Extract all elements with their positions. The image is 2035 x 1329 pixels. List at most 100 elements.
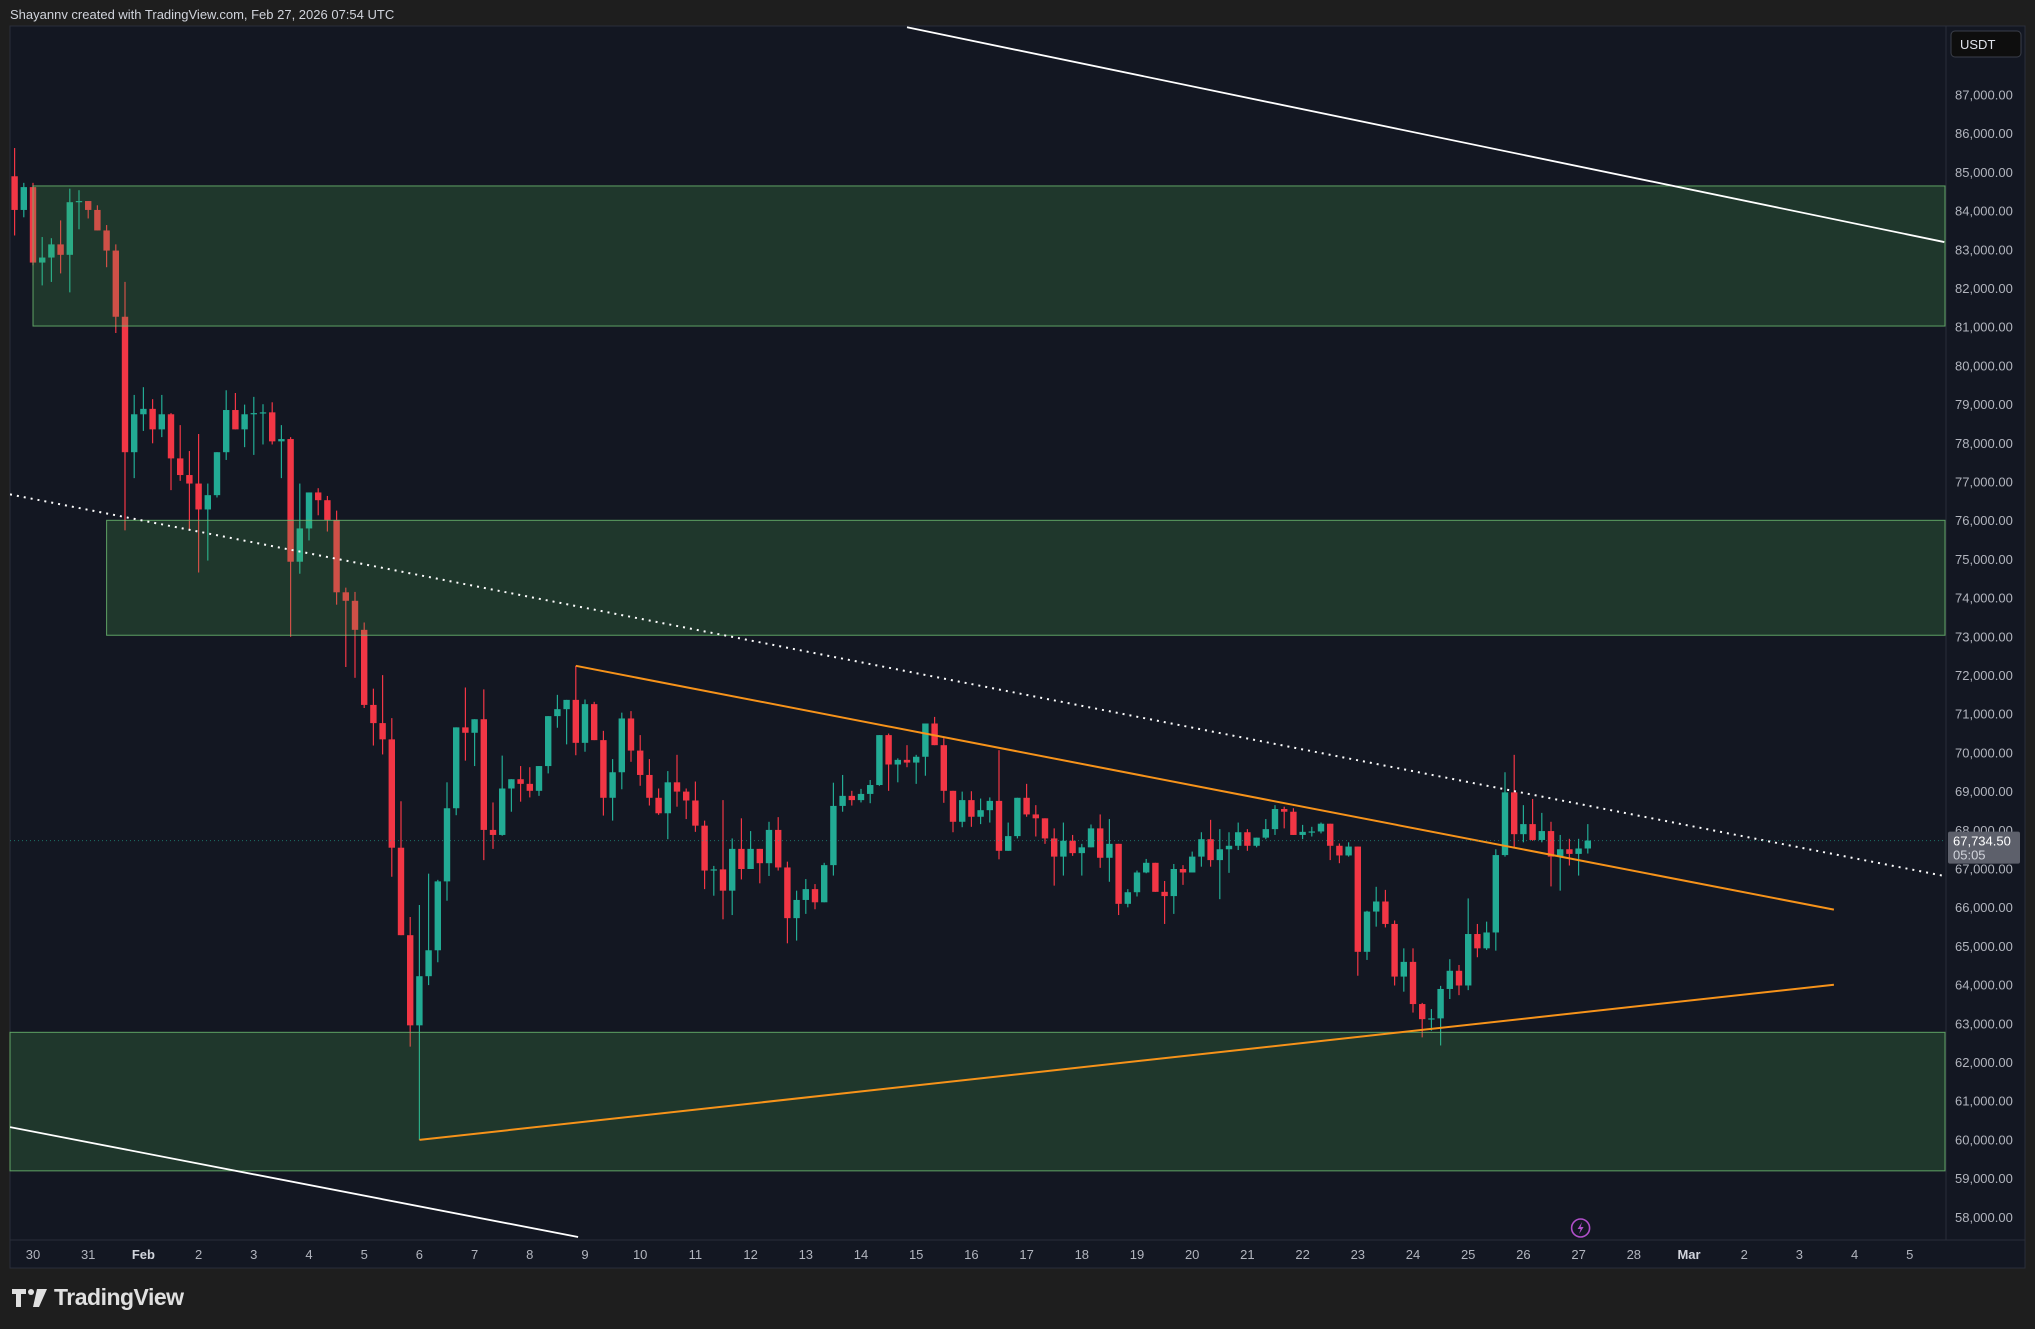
time-axis[interactable]: 30 31 Feb 2 3 4 5 6 7 8 9 10 11 12 13 14 15 16 17 18 19 20 21 2… xyxy=(26,1247,1914,1262)
channel-line xyxy=(906,26,1945,243)
candle-body xyxy=(1437,988,1444,1019)
candle xyxy=(673,754,681,807)
currency-badge[interactable]: USDT xyxy=(1950,30,2022,58)
candle-body xyxy=(508,779,515,789)
candle xyxy=(1373,886,1380,927)
candle xyxy=(1262,819,1269,840)
candle-body xyxy=(995,800,1003,851)
candle xyxy=(545,716,552,774)
candle-body xyxy=(250,413,257,415)
candle-body xyxy=(1419,1004,1426,1020)
candle xyxy=(131,394,138,479)
candle-body xyxy=(545,716,552,767)
candle-body xyxy=(572,699,579,743)
candle-body xyxy=(1189,856,1196,873)
candle-body xyxy=(848,795,855,801)
candle-body xyxy=(1014,797,1021,837)
candle-body xyxy=(1409,961,1417,1005)
candle xyxy=(627,711,635,762)
candle xyxy=(1437,985,1444,1046)
demand-zone xyxy=(106,519,1946,636)
candle xyxy=(1465,898,1472,991)
candle xyxy=(112,244,119,334)
candle xyxy=(85,201,92,219)
candle xyxy=(66,188,73,293)
candle-body xyxy=(167,414,175,459)
tradingview-logo[interactable]: TradingView xyxy=(12,1284,184,1311)
candle xyxy=(121,281,129,531)
event-marker[interactable] xyxy=(1570,1218,1591,1238)
candle xyxy=(1032,805,1039,837)
candle xyxy=(57,220,64,274)
candle-body xyxy=(1097,828,1104,858)
candles-layer xyxy=(11,148,1591,1140)
candle xyxy=(729,838,736,916)
time-tick-label: 3 xyxy=(250,1247,257,1262)
candle xyxy=(232,392,239,430)
price-axis[interactable]: 58,000.00 59,000.00 60,000.00 61,000.00 62,0… xyxy=(1955,88,2013,1225)
candle-body xyxy=(443,808,451,882)
candle xyxy=(1446,959,1453,1000)
candle-body xyxy=(1253,837,1260,846)
candle-body xyxy=(1143,862,1150,873)
candle xyxy=(1115,843,1122,916)
candle xyxy=(581,699,589,752)
time-tick-label: 5 xyxy=(1906,1247,1913,1262)
candle xyxy=(830,782,837,876)
candle-body xyxy=(729,848,736,891)
candle xyxy=(361,622,368,709)
candle xyxy=(995,750,1003,860)
candle-body xyxy=(1474,934,1481,949)
candle-body xyxy=(1087,828,1095,848)
time-tick-label: 13 xyxy=(799,1247,813,1262)
candle xyxy=(499,755,506,836)
candle xyxy=(223,390,230,460)
candle xyxy=(1271,805,1279,835)
candle-body xyxy=(1492,855,1499,933)
candle-body xyxy=(1032,814,1039,819)
candle-body xyxy=(627,718,635,751)
candle-body xyxy=(1041,818,1049,839)
candle xyxy=(977,798,984,825)
candle xyxy=(1216,829,1223,900)
candle xyxy=(517,766,524,802)
time-tick-label: 22 xyxy=(1295,1247,1309,1262)
candle xyxy=(1087,824,1095,848)
candle-body xyxy=(1124,892,1131,904)
candle-body xyxy=(1023,797,1030,815)
candle xyxy=(701,820,708,890)
candle-body xyxy=(1115,843,1122,904)
demand-zone xyxy=(9,1031,1946,1172)
price-tick-label: 71,000.00 xyxy=(1955,707,2013,722)
candle-body xyxy=(149,408,156,430)
candle xyxy=(1455,964,1463,996)
candle xyxy=(1501,772,1509,857)
candle xyxy=(1299,824,1306,840)
candle xyxy=(1345,842,1352,857)
candle xyxy=(75,190,83,230)
candle-body xyxy=(793,899,800,919)
time-tick-label: 18 xyxy=(1075,1247,1089,1262)
candle xyxy=(1014,797,1021,839)
candle xyxy=(756,848,763,884)
time-tick-label: 11 xyxy=(689,1247,703,1262)
candle-body xyxy=(397,847,405,936)
candle xyxy=(407,916,414,1047)
candle xyxy=(416,904,423,1140)
candle-body xyxy=(618,718,625,773)
time-tick-label: 4 xyxy=(305,1247,312,1262)
candle-body xyxy=(269,412,276,442)
candle-body xyxy=(195,483,202,510)
candle xyxy=(535,766,543,796)
candle-body xyxy=(765,829,773,864)
candle xyxy=(425,873,432,986)
candle xyxy=(1106,819,1113,882)
candle xyxy=(821,862,828,903)
price-tick-label: 70,000.00 xyxy=(1955,745,2013,760)
candle-body xyxy=(692,800,699,826)
candle xyxy=(554,694,561,728)
candle-body xyxy=(591,704,598,741)
candle-body xyxy=(517,779,524,784)
price-tick-label: 64,000.00 xyxy=(1955,978,2013,993)
